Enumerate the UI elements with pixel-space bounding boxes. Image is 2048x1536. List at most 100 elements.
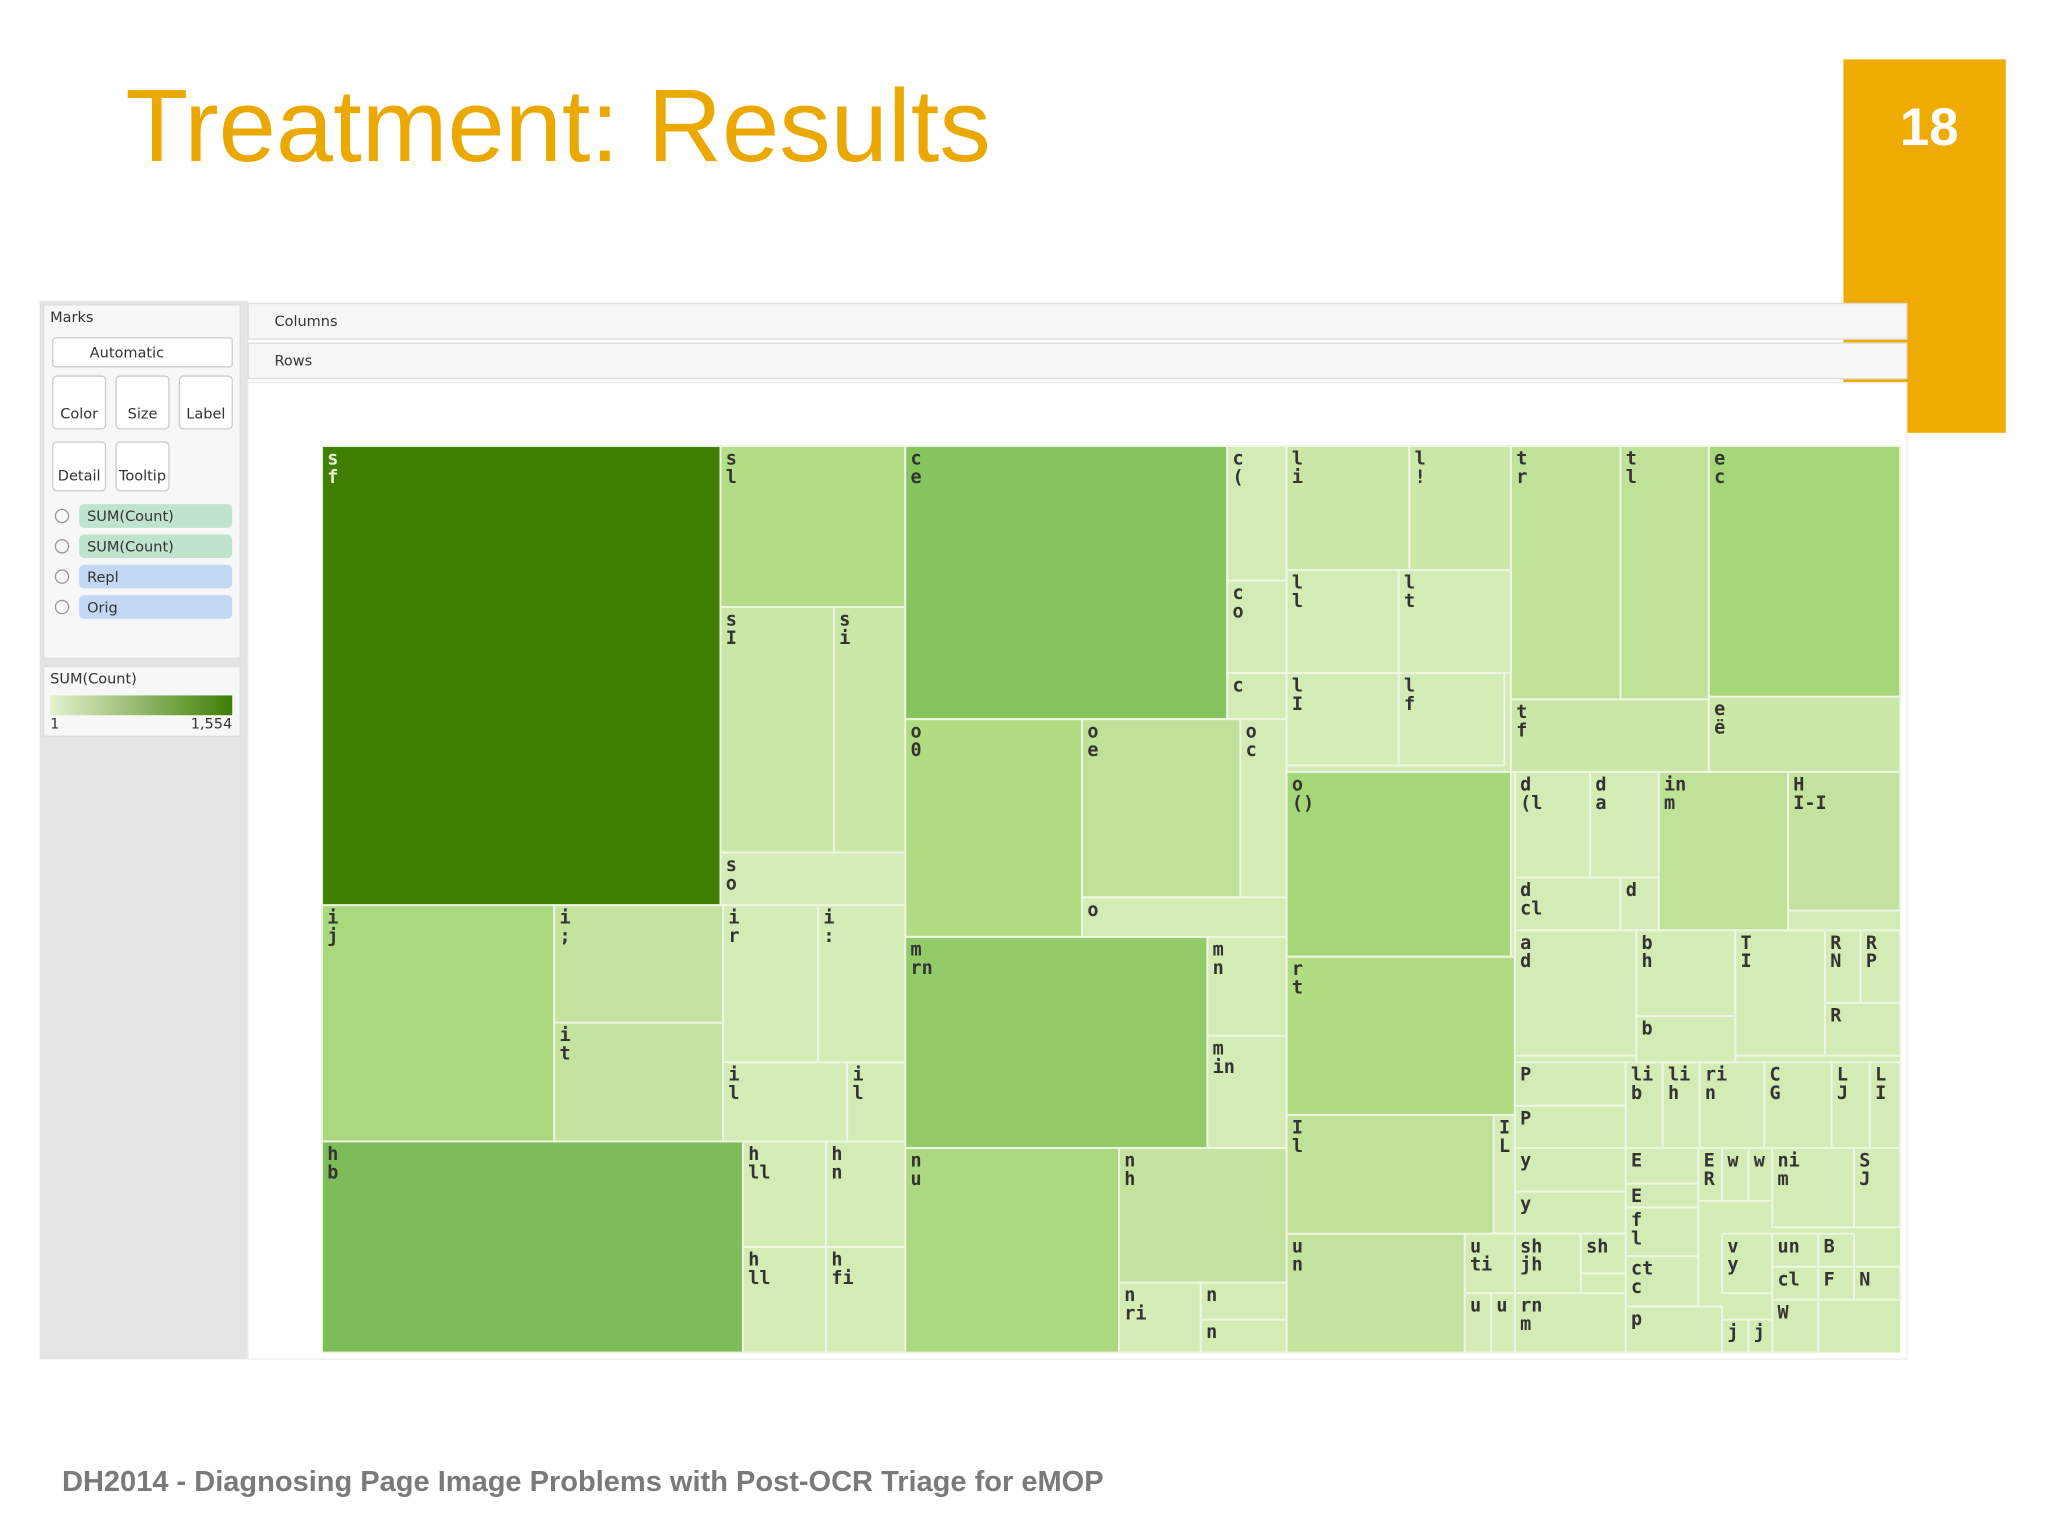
cell-label: cl <box>1777 1269 1799 1290</box>
treemap-cell[interactable] <box>1513 1232 1582 1295</box>
treemap-cell[interactable] <box>904 718 1084 938</box>
pill[interactable] <box>79 504 233 528</box>
cell-label: S <box>1859 1151 1870 1172</box>
treemap-cell[interactable] <box>1734 929 1826 1057</box>
cell-label: i <box>728 1065 739 1086</box>
cell-label: sh <box>1586 1236 1608 1257</box>
treemap-cell[interactable] <box>1118 1281 1202 1354</box>
pill[interactable] <box>79 595 233 619</box>
pill-label: Repl <box>87 570 119 586</box>
treemap-cell[interactable] <box>1763 1061 1833 1150</box>
treemap-cell[interactable] <box>1579 1232 1627 1275</box>
treemap-cell[interactable] <box>904 935 1209 1150</box>
treemap-cell[interactable] <box>719 851 907 907</box>
treemap-cell[interactable] <box>1081 718 1242 899</box>
treemap-cell[interactable] <box>1285 569 1400 674</box>
treemap-cell[interactable] <box>1859 929 1902 1004</box>
treemap-cell[interactable] <box>719 606 835 854</box>
treemap-cell[interactable] <box>722 1061 849 1143</box>
treemap-cell[interactable] <box>1707 695 1902 773</box>
treemap-cell[interactable] <box>741 1246 828 1354</box>
treemap-cell[interactable] <box>1513 929 1638 1057</box>
treemap-cell[interactable] <box>1513 1147 1627 1193</box>
treemap-cell[interactable] <box>1824 1001 1902 1057</box>
mark-type-dropdown[interactable] <box>52 337 233 368</box>
treemap-cell[interactable] <box>904 1147 1120 1354</box>
treemap-cell[interactable] <box>1408 445 1512 572</box>
treemap-cell[interactable] <box>722 904 820 1064</box>
treemap-cell[interactable] <box>320 445 722 907</box>
treemap-cell[interactable] <box>1226 579 1288 674</box>
treemap-cell[interactable] <box>320 1140 744 1354</box>
treemap-cell[interactable] <box>1513 1061 1627 1107</box>
columns-shelf[interactable] <box>247 302 1908 340</box>
treemap-cell[interactable] <box>1509 445 1622 701</box>
treemap-cell[interactable] <box>1624 1305 1724 1354</box>
cell-label: h <box>831 1144 842 1165</box>
treemap-cell[interactable] <box>825 1246 907 1354</box>
pill[interactable] <box>79 564 233 589</box>
mark-button[interactable] <box>52 441 107 492</box>
treemap-cell[interactable] <box>719 445 907 608</box>
mark-button[interactable] <box>115 375 170 430</box>
treemap-cell[interactable] <box>1239 718 1288 899</box>
treemap-cell[interactable] <box>1619 876 1660 932</box>
cell-label: I <box>1875 1083 1886 1104</box>
treemap-cell[interactable] <box>1513 1190 1627 1235</box>
treemap-cell[interactable] <box>1817 1232 1856 1268</box>
treemap-cell[interactable] <box>1397 672 1506 767</box>
treemap-cell[interactable] <box>1787 770 1902 912</box>
treemap-cell[interactable] <box>1285 1232 1466 1354</box>
slide-number: 18 <box>1900 98 1959 157</box>
treemap-cell[interactable] <box>553 1021 725 1143</box>
treemap-cell[interactable] <box>1721 1232 1774 1295</box>
treemap-cell[interactable] <box>1853 1147 1902 1229</box>
treemap-cell[interactable] <box>1853 1265 1902 1301</box>
cell-label: ri <box>1705 1065 1727 1086</box>
mark-button[interactable] <box>52 375 107 430</box>
treemap-cell[interactable] <box>1285 1114 1495 1235</box>
cell-label: a <box>1520 933 1531 954</box>
treemap-cell[interactable] <box>1463 1232 1516 1295</box>
treemap-cell[interactable] <box>1513 1104 1627 1150</box>
rows-shelf[interactable] <box>247 342 1908 380</box>
treemap-cell[interactable] <box>1747 1318 1774 1354</box>
treemap-cell[interactable] <box>1081 896 1288 938</box>
treemap-cell[interactable] <box>1771 1298 1820 1354</box>
treemap-cell[interactable] <box>1624 1147 1700 1185</box>
treemap-cell[interactable] <box>1771 1147 1856 1229</box>
treemap-cell[interactable] <box>1721 1147 1750 1202</box>
cell-label: jh <box>1520 1255 1542 1276</box>
treemap-cell[interactable] <box>1635 1015 1737 1064</box>
treemap-cell[interactable] <box>1285 445 1411 572</box>
treemap-cell[interactable] <box>1397 569 1512 674</box>
cell-label: ! <box>1415 467 1426 488</box>
treemap-cell[interactable] <box>1771 1265 1820 1301</box>
cell-label: d <box>1626 880 1637 901</box>
pill-label: SUM(Count) <box>87 509 174 525</box>
treemap-cell[interactable] <box>1509 698 1710 773</box>
treemap-cell[interactable] <box>320 904 556 1143</box>
treemap-cell[interactable] <box>1285 770 1512 958</box>
treemap-cell[interactable] <box>904 445 1229 721</box>
treemap-cell[interactable] <box>1624 1206 1700 1258</box>
treemap-cell[interactable] <box>1589 770 1660 879</box>
treemap-cell[interactable] <box>1624 1061 1664 1150</box>
treemap-cell[interactable] <box>1118 1147 1288 1284</box>
cell-label: I <box>1499 1118 1510 1139</box>
treemap-cell[interactable] <box>1707 445 1902 698</box>
mark-button[interactable] <box>115 441 170 492</box>
treemap-cell[interactable] <box>1285 955 1516 1117</box>
treemap-cell[interactable] <box>1463 1292 1493 1354</box>
cell-label: P <box>1520 1108 1531 1129</box>
treemap-cell[interactable] <box>1199 1318 1288 1354</box>
treemap-cell[interactable] <box>553 904 725 1024</box>
mark-button[interactable] <box>178 375 233 430</box>
pill[interactable] <box>79 534 233 559</box>
cell-label: f <box>1404 694 1415 715</box>
treemap-cell[interactable] <box>1206 1034 1288 1150</box>
treemap-cell[interactable] <box>846 1061 907 1143</box>
treemap-cell[interactable] <box>1657 770 1790 932</box>
cell-label: N <box>1859 1269 1870 1290</box>
treemap-cell[interactable] <box>1285 672 1400 767</box>
